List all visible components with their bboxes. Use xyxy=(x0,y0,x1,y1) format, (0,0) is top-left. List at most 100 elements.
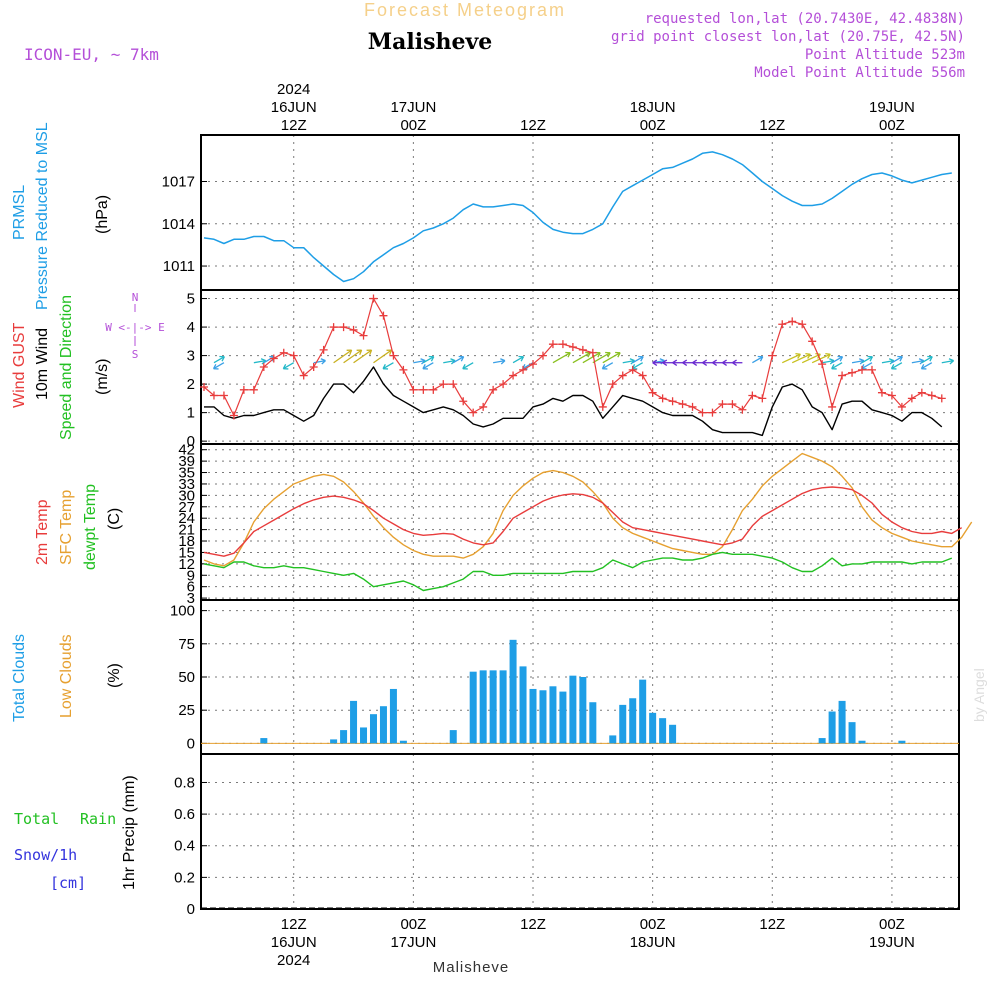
wind-arrow-head xyxy=(320,358,326,362)
wind-arrow-head xyxy=(682,359,688,364)
total-clouds-bar xyxy=(369,714,377,744)
wind-arrow-head xyxy=(349,349,353,355)
wind-arrow-head xyxy=(929,356,933,362)
wind-ytick-label: 3 xyxy=(187,348,195,365)
temperature-ytick-label: 6 xyxy=(187,579,195,596)
wind-arrow-head xyxy=(918,358,924,362)
wind-arrow-head xyxy=(712,362,718,366)
total-clouds-bar xyxy=(399,740,407,744)
wind-direction-arrow xyxy=(921,356,933,364)
wind-unit-label: (m/s) xyxy=(94,359,111,395)
clouds-ytick-label: 50 xyxy=(178,669,195,686)
wind-gust-marker xyxy=(658,394,667,403)
wind-arrow-head xyxy=(520,356,525,362)
wind-direction-arrow xyxy=(891,356,903,364)
top-time-label: 19JUN xyxy=(869,99,915,116)
wind-gust-marker xyxy=(887,391,896,400)
wind-gust-marker xyxy=(608,380,617,389)
wind-gust-marker xyxy=(419,385,428,394)
wind-direction-arrow xyxy=(801,353,821,364)
wind-direction-arrow xyxy=(622,359,635,364)
pressure-ytick-label: 1014 xyxy=(162,216,195,233)
temperature-ytick-label: 39 xyxy=(178,453,195,470)
wind-gust-marker xyxy=(788,317,797,326)
wind-gust-marker xyxy=(459,397,468,406)
clouds-unit-label: (%) xyxy=(106,663,123,688)
wind-gust-marker xyxy=(449,380,458,389)
wind-gust-marker xyxy=(618,371,627,380)
t2m-line xyxy=(203,486,963,557)
wind-arrow-head xyxy=(382,363,386,370)
precip-panel: 0 0.2 0.4 0.6 0.8 xyxy=(174,753,960,918)
total-clouds-bar xyxy=(569,675,577,744)
wind-arrow-head xyxy=(672,362,678,366)
wind-arrow-head xyxy=(420,358,426,362)
wind-arrow-head xyxy=(652,359,658,364)
wind-arrow-head xyxy=(888,358,895,362)
wind-arrow-head xyxy=(692,362,698,366)
temperature-ytick-label: 21 xyxy=(178,522,195,539)
wind-direction-arrow xyxy=(631,362,644,370)
precip-ytick-label: 0.4 xyxy=(174,838,195,855)
total-clouds-bar xyxy=(669,724,677,744)
wind-direction-arrow xyxy=(822,359,835,364)
temperature-ytick-label: 35 xyxy=(178,465,195,482)
wind-gust-marker xyxy=(439,380,448,389)
total-clouds-bar xyxy=(350,700,358,744)
temperature-ytick-label: 15 xyxy=(178,544,195,561)
wind-arrow-head xyxy=(422,363,426,370)
precip-ytick-label: 0.6 xyxy=(174,806,195,823)
wind-panel: 0 1 2 3 4 5 xyxy=(187,289,960,450)
low-clouds-label: Low Clouds xyxy=(58,634,75,718)
wind-arrow-head xyxy=(948,358,954,362)
total-clouds-bar xyxy=(639,679,647,744)
pressure-subtitle-label: Pressure Reduced to MSL xyxy=(34,122,51,310)
total-clouds-bar xyxy=(589,702,597,744)
top-time-label: 12Z xyxy=(281,117,307,134)
wind-direction-arrow xyxy=(831,362,843,370)
top-time-label: 00Z xyxy=(400,117,426,134)
wind-arrow-head xyxy=(702,359,708,364)
precip-frame xyxy=(200,753,960,910)
bottom-time-label: 00Z xyxy=(400,916,426,933)
wind-arrow-head xyxy=(430,356,435,362)
wind-direction-arrow xyxy=(592,352,611,364)
wind-direction-arrow xyxy=(602,352,621,364)
total-clouds-bar xyxy=(858,740,866,744)
precip-ytick-label: 0.8 xyxy=(174,774,195,791)
wind-gust-marker xyxy=(688,402,697,411)
watermark: by Angel xyxy=(971,668,987,722)
wind-direction-arrow xyxy=(941,359,954,364)
wind-direction-arrow xyxy=(911,359,924,364)
wind-gust-marker xyxy=(369,294,378,303)
wind-gust-marker xyxy=(907,394,916,403)
wind-arrow-head xyxy=(759,356,764,362)
wind-direction-arrow xyxy=(891,362,903,370)
bottom-time-label: 19JUN xyxy=(869,934,915,951)
wind-gust-marker xyxy=(229,411,238,420)
wind-arrow-head xyxy=(500,360,506,365)
clouds-ytick-label: 100 xyxy=(170,603,195,620)
wind-gust-marker xyxy=(578,345,587,354)
wind-direction-arrow xyxy=(423,356,435,364)
wind-arrow-head xyxy=(607,352,611,358)
wind-arrow-head xyxy=(839,356,844,362)
wind-direction-arrow xyxy=(422,362,434,370)
temperature-frame xyxy=(200,443,960,601)
sfc-temp-label: SFC Temp xyxy=(58,490,75,565)
dewpt-label: dewpt Temp xyxy=(82,484,99,570)
wind-arrow-head xyxy=(858,358,865,362)
wind-gust-marker xyxy=(379,311,388,320)
wind-gust-marker xyxy=(399,365,408,374)
wind-gust-marker xyxy=(917,388,926,397)
point-altitude: Point Altitude 523m xyxy=(805,47,965,63)
wind-gust-marker xyxy=(349,325,358,334)
speed-direction-label: Speed and Direction xyxy=(58,295,75,440)
wind-arrow-head xyxy=(500,358,506,362)
compass-we-label: W <-|-> E xyxy=(105,321,165,334)
total-clouds-bar xyxy=(499,670,507,744)
wind-gust-marker xyxy=(249,385,258,394)
wind-arrow-head xyxy=(899,356,903,362)
